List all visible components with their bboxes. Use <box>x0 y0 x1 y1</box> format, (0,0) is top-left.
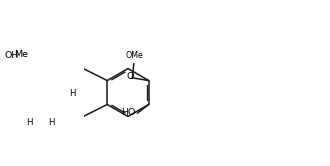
Text: H: H <box>69 89 76 98</box>
Text: Me: Me <box>14 50 28 59</box>
Text: OMe: OMe <box>125 51 143 60</box>
Polygon shape <box>18 61 23 81</box>
Text: OH: OH <box>4 51 18 60</box>
Text: O: O <box>127 72 134 81</box>
Text: H: H <box>48 118 54 127</box>
Text: H: H <box>26 118 33 127</box>
Text: HO: HO <box>121 108 135 117</box>
Polygon shape <box>63 81 67 96</box>
